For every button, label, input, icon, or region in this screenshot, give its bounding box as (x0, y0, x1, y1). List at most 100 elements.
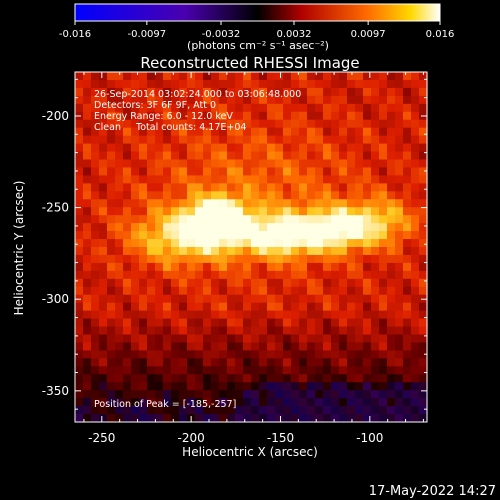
heatmap-cell (115, 135, 124, 145)
heatmap-cell (227, 310, 236, 320)
heatmap-cell (411, 207, 420, 216)
heatmap-cell (307, 374, 316, 383)
heatmap-cell (195, 79, 204, 89)
heatmap-cell (331, 302, 340, 312)
heatmap-cell (283, 199, 292, 208)
heatmap-cell (179, 231, 188, 240)
heatmap-cell (187, 159, 196, 169)
heatmap-cell (99, 175, 108, 184)
heatmap-cell (411, 175, 420, 184)
heatmap-cell (171, 366, 180, 375)
heatmap-cell (243, 183, 252, 192)
heatmap-cell (179, 111, 188, 121)
heatmap-cell (267, 390, 276, 399)
heatmap-cell (235, 143, 244, 153)
heatmap-cell (171, 310, 180, 320)
heatmap-cell (251, 72, 260, 81)
heatmap-cell (187, 382, 196, 391)
heatmap-cell (371, 366, 380, 375)
heatmap-cell (355, 342, 364, 351)
heatmap-cell (155, 135, 164, 145)
heatmap-cell (115, 294, 124, 304)
heatmap-cell (347, 326, 356, 336)
heatmap-cell (307, 398, 316, 407)
heatmap-cell (99, 414, 108, 423)
heatmap-cell (131, 215, 140, 224)
heatmap-cell (155, 334, 164, 344)
heatmap-cell (411, 167, 420, 176)
heatmap-cell (371, 302, 380, 312)
heatmap-cell (107, 151, 116, 161)
heatmap-cell (267, 111, 276, 121)
heatmap-cell (211, 135, 220, 145)
heatmap-cell (195, 72, 204, 81)
heatmap-cell (131, 326, 140, 336)
heatmap-cell (107, 358, 116, 367)
heatmap-cell (91, 414, 100, 423)
heatmap-cell (219, 87, 228, 97)
heatmap-cell (339, 159, 348, 169)
heatmap-cell (163, 286, 172, 296)
heatmap-cell (387, 350, 396, 359)
heatmap-cell (99, 286, 108, 296)
heatmap-cell (251, 95, 260, 105)
heatmap-cell (251, 334, 260, 344)
heatmap-cell (251, 390, 260, 399)
heatmap-cell (395, 390, 404, 399)
heatmap-cell (203, 103, 212, 113)
heatmap-cell (363, 382, 372, 391)
heatmap-cell (355, 175, 364, 184)
heatmap-cell (219, 135, 228, 145)
heatmap-cell (283, 231, 292, 240)
heatmap-cell (387, 254, 396, 264)
heatmap-cell (403, 143, 412, 153)
heatmap-cell (179, 72, 188, 81)
heatmap-cell (339, 127, 348, 137)
heatmap-cell (259, 302, 268, 312)
heatmap-cell (315, 127, 324, 137)
heatmap-cell (203, 239, 212, 248)
heatmap-cell (315, 87, 324, 97)
heatmap-cell (251, 239, 260, 248)
heatmap-cell (203, 398, 212, 407)
heatmap-cell (387, 135, 396, 145)
heatmap-cell (139, 374, 148, 383)
heatmap-cell (275, 270, 284, 280)
heatmap-cell (315, 72, 324, 81)
heatmap-cell (123, 302, 132, 312)
heatmap-cell (139, 342, 148, 351)
heatmap-cell (419, 326, 428, 336)
heatmap-cell (403, 254, 412, 264)
heatmap-cell (251, 191, 260, 200)
heatmap-cell (371, 294, 380, 304)
heatmap-cell (299, 119, 308, 129)
heatmap-cell (259, 143, 268, 153)
x-axis-label: Heliocentric X (arcsec) (182, 445, 318, 459)
heatmap-cell (147, 358, 156, 367)
heatmap-cell (363, 103, 372, 113)
heatmap-cell (251, 143, 260, 153)
heatmap-cell (235, 175, 244, 184)
heatmap-cell (387, 334, 396, 344)
heatmap-cell (299, 72, 308, 81)
heatmap-cell (395, 350, 404, 359)
heatmap-cell (251, 159, 260, 169)
heatmap-cell (291, 72, 300, 81)
heatmap-cell (163, 414, 172, 423)
heatmap-cell (275, 159, 284, 169)
heatmap-cell (139, 294, 148, 304)
heatmap-cell (275, 167, 284, 176)
heatmap-cell (75, 286, 84, 296)
heatmap-cell (331, 334, 340, 344)
heatmap-cell (131, 167, 140, 176)
heatmap-cell (275, 318, 284, 328)
heatmap-cell (195, 215, 204, 224)
heatmap-cell (75, 135, 84, 145)
heatmap-cell (187, 270, 196, 280)
heatmap-cell (91, 350, 100, 359)
heatmap-cell (315, 167, 324, 176)
heatmap-cell (323, 159, 332, 169)
heatmap-cell (387, 215, 396, 224)
heatmap-cell (403, 167, 412, 176)
heatmap-cell (323, 215, 332, 224)
